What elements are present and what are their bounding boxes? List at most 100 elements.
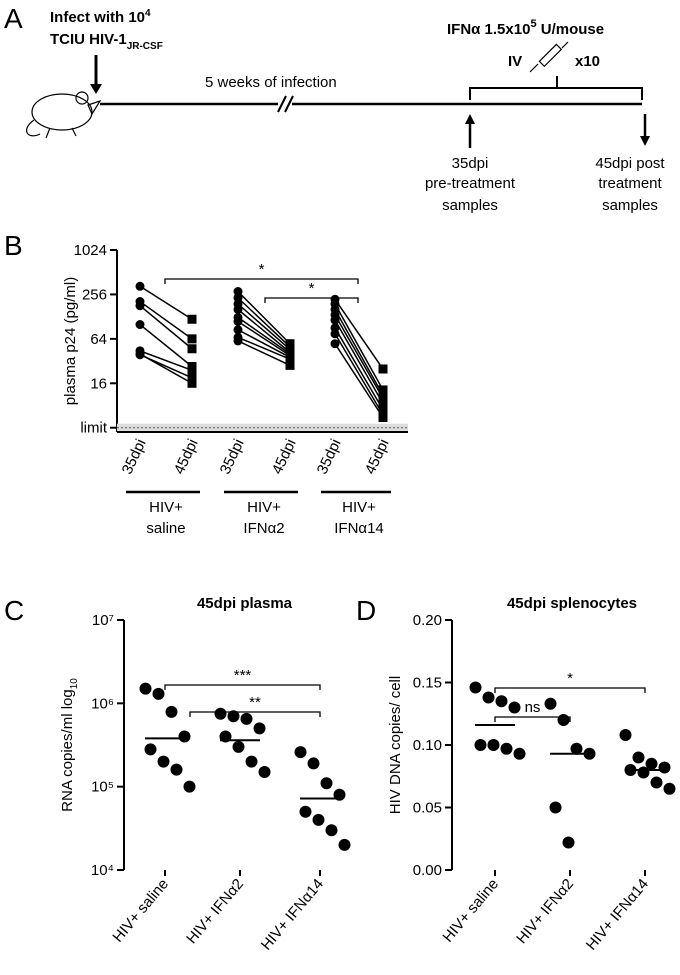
significance-label: * [259, 261, 265, 278]
post-point [378, 364, 388, 374]
pre-point [135, 301, 145, 311]
y-tick-label: 64 [90, 331, 107, 348]
doses-label: x10 [575, 53, 600, 70]
dot [562, 836, 575, 849]
significance-bracket [494, 716, 571, 722]
break [284, 95, 294, 113]
x-tick-label: 45dpi [171, 437, 202, 477]
pair-line [334, 314, 384, 399]
dot [637, 766, 650, 779]
pair-line [237, 329, 291, 358]
pair-line [139, 300, 193, 340]
pair-line [237, 320, 291, 357]
pre-point [135, 281, 145, 291]
superscript: 5 [530, 18, 536, 30]
dot [658, 761, 671, 774]
post-point [378, 399, 388, 409]
dot [214, 707, 227, 720]
arrow-head [640, 136, 650, 146]
text: Infect with 10 [50, 9, 145, 26]
break [277, 95, 287, 113]
x-tick-label: 45dpi [269, 437, 300, 477]
dot [544, 697, 557, 710]
significance-label: * [567, 670, 573, 687]
arrow-head [465, 114, 475, 124]
pair-line [139, 323, 193, 368]
pair-line [334, 333, 384, 416]
pre-label: pre-treatment [425, 175, 516, 192]
subscript: JR-CSF [127, 41, 163, 52]
post-point [187, 314, 197, 324]
pair-line [237, 303, 291, 351]
group-label: HIV+ [342, 499, 376, 516]
pair-line [237, 291, 291, 345]
x-tick-label: HIV+ saline [109, 876, 172, 946]
syringe-icon [529, 41, 569, 73]
dot [294, 746, 307, 759]
dot [165, 705, 178, 718]
dot [513, 747, 526, 760]
pair-line [139, 350, 193, 371]
pair-line [237, 316, 291, 355]
dot [157, 755, 170, 768]
mouse-icon [25, 91, 102, 139]
x-tick-label: HIV+ IFNα14 [583, 876, 652, 954]
pre-point [330, 329, 340, 339]
text: RNA copies/ml log [59, 689, 76, 812]
subscript: 10 [69, 678, 80, 690]
duration-label: 5 weeks of infection [205, 74, 337, 91]
pre-point [233, 304, 243, 314]
significance-label: ** [249, 694, 261, 711]
virus-label: TCIU HIV-1JR-CSF [50, 31, 163, 52]
post-point [378, 413, 388, 423]
dot [557, 714, 570, 726]
significance-bracket [264, 297, 359, 303]
group-label: HIV+ [247, 499, 281, 516]
post-label: 45dpi post [595, 155, 665, 172]
dot [650, 776, 663, 789]
pre-point [233, 317, 243, 327]
dot [500, 742, 513, 755]
dot [227, 710, 240, 723]
y-tick-label: 1024 [74, 242, 107, 259]
dot [632, 751, 645, 764]
pair-line [334, 327, 384, 411]
superscript: 4 [145, 8, 151, 19]
x-tick-label: 35dpi [119, 437, 150, 477]
treatment-bracket [469, 76, 643, 100]
pair-line [334, 343, 384, 418]
dot [619, 729, 632, 741]
text: HIV DNA copies/ cell [387, 676, 404, 814]
pair-line [334, 303, 384, 391]
dot [307, 757, 320, 770]
dot [258, 765, 271, 778]
post-point [187, 378, 197, 388]
dot [183, 780, 196, 793]
group-label: IFNα2 [243, 520, 284, 537]
y-tick-label: 10⁴ [91, 862, 114, 879]
pre-point [233, 287, 243, 297]
y-tick-label: 0.10 [413, 737, 442, 754]
dot [549, 801, 562, 814]
dot [240, 712, 253, 725]
text: plasma p24 (pg/ml) [62, 277, 79, 405]
post-point [378, 405, 388, 415]
post-label: treatment [598, 175, 662, 192]
x-tick-label: HIV+ saline [439, 876, 502, 946]
x-tick-label: 45dpi [362, 437, 393, 477]
post-label: samples [602, 197, 658, 214]
infect-label: Infect with 104 [50, 8, 151, 26]
group-label: HIV+ [149, 499, 183, 516]
dot [170, 763, 183, 776]
x-tick-label: HIV+ IFNα2 [513, 876, 577, 948]
y-axis-label: RNA copies/ml log10 [59, 678, 80, 812]
panel-letter: D [356, 595, 376, 626]
significance-label: ns [525, 699, 541, 716]
post-point [378, 385, 388, 395]
y-axis-label: HIV DNA copies/ cell [387, 676, 404, 814]
text: IFNα 1.5x10 [447, 21, 530, 38]
y-tick-label: 16 [90, 375, 107, 392]
dot [325, 824, 338, 837]
x-tick-label: 35dpi [314, 437, 345, 477]
